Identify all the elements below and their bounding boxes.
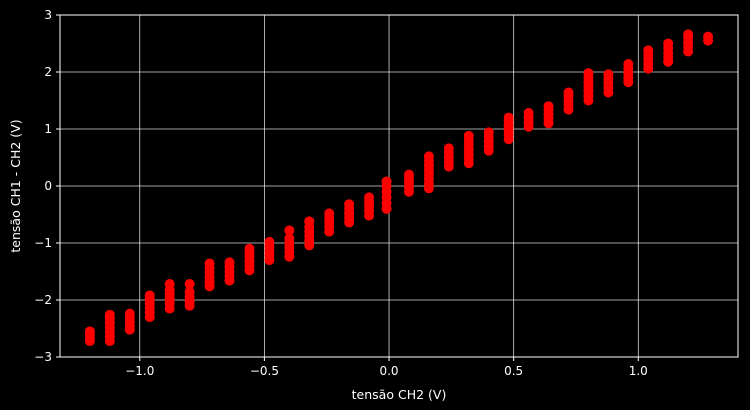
data-point (284, 225, 295, 236)
data-point (563, 87, 574, 98)
data-point (84, 326, 95, 337)
data-point (423, 151, 434, 162)
data-point (603, 69, 614, 80)
y-tick-label: 2 (44, 65, 52, 79)
x-tick-label: −1.0 (125, 364, 154, 378)
x-axis-label: tensão CH2 (V) (352, 387, 447, 402)
data-point (643, 45, 654, 56)
data-point (244, 243, 255, 254)
data-point (264, 236, 275, 247)
data-point (284, 233, 295, 244)
x-tick-label: 1.0 (629, 364, 648, 378)
x-tick-label: −0.5 (250, 364, 279, 378)
data-point (124, 308, 135, 319)
data-point (683, 29, 694, 40)
y-axis-label: tensão CH1 - CH2 (V) (8, 119, 23, 252)
data-point (543, 101, 554, 112)
data-point (184, 279, 195, 290)
x-tick-label: 0.5 (504, 364, 523, 378)
data-point (483, 127, 494, 138)
data-point (381, 176, 392, 187)
data-point (623, 59, 634, 70)
data-point (663, 38, 674, 49)
data-point (224, 257, 235, 268)
y-tick-label: −1 (34, 236, 52, 250)
data-point (443, 143, 454, 154)
data-point (364, 192, 375, 203)
data-point (104, 309, 115, 320)
data-point (324, 208, 335, 219)
data-point (503, 112, 514, 123)
data-point (164, 279, 175, 290)
data-point (403, 169, 414, 180)
data-point (523, 108, 534, 119)
ticks: −1.0 −0.5 0.0 0.5 1.0 −3 −2 −1 0 1 2 3 (34, 8, 648, 378)
y-tick-label: 3 (44, 8, 52, 22)
y-tick-label: 0 (44, 179, 52, 193)
data-point (344, 199, 355, 210)
data-point (144, 290, 155, 301)
data-point (703, 31, 714, 42)
data-point (583, 68, 594, 79)
y-tick-label: 1 (44, 122, 52, 136)
y-tick-label: −3 (34, 350, 52, 364)
data-point (304, 216, 315, 227)
y-tick-label: −2 (34, 293, 52, 307)
x-tick-label: 0.0 (379, 364, 398, 378)
data-point (184, 287, 195, 298)
data-point (463, 130, 474, 141)
data-points (84, 29, 714, 347)
data-point (204, 258, 215, 269)
